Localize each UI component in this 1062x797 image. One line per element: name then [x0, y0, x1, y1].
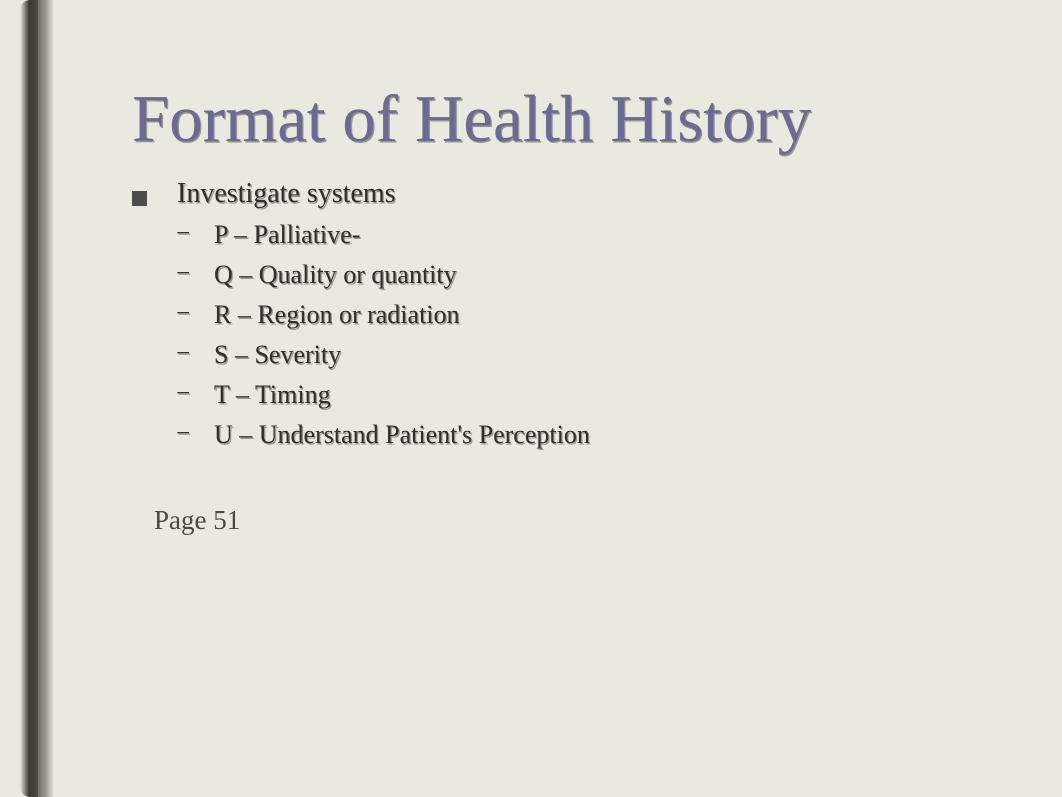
sub-item-text: Q – Quality or quantity [214, 260, 457, 290]
slide-title: Format of Health History [132, 85, 811, 155]
slide-canvas: Format of Health History Investigate sys… [54, 0, 1052, 797]
page-reference: Page 51 [154, 505, 240, 536]
level1-text: Investigate systems [177, 178, 396, 210]
sub-item-text: R – Region or radiation [214, 300, 460, 330]
dash-bullet-icon: − [176, 340, 190, 368]
dash-bullet-icon: − [176, 260, 190, 288]
dash-bullet-icon: − [176, 220, 190, 248]
sub-item-text: P – Palliative- [214, 220, 360, 250]
dash-bullet-icon: − [176, 420, 190, 448]
sub-item-text: T – Timing [214, 380, 331, 410]
binding-bar [20, 0, 38, 797]
square-bullet-icon [132, 191, 147, 206]
sub-item: − P – Palliative- [132, 220, 952, 250]
dash-bullet-icon: − [176, 300, 190, 328]
sub-item: − S – Severity [132, 340, 952, 370]
sub-item: − T – Timing [132, 380, 952, 410]
slide-content: Investigate systems − P – Palliative- − … [132, 178, 952, 460]
sub-item: − Q – Quality or quantity [132, 260, 952, 290]
sub-item: − U – Understand Patient's Perception [132, 420, 952, 450]
sub-item-text: S – Severity [214, 340, 341, 370]
sub-item-text: U – Understand Patient's Perception [214, 420, 590, 450]
slide-page: Format of Health History Investigate sys… [0, 0, 1062, 797]
bullet-level1: Investigate systems [132, 178, 952, 210]
sub-item: − R – Region or radiation [132, 300, 952, 330]
dash-bullet-icon: − [176, 380, 190, 408]
